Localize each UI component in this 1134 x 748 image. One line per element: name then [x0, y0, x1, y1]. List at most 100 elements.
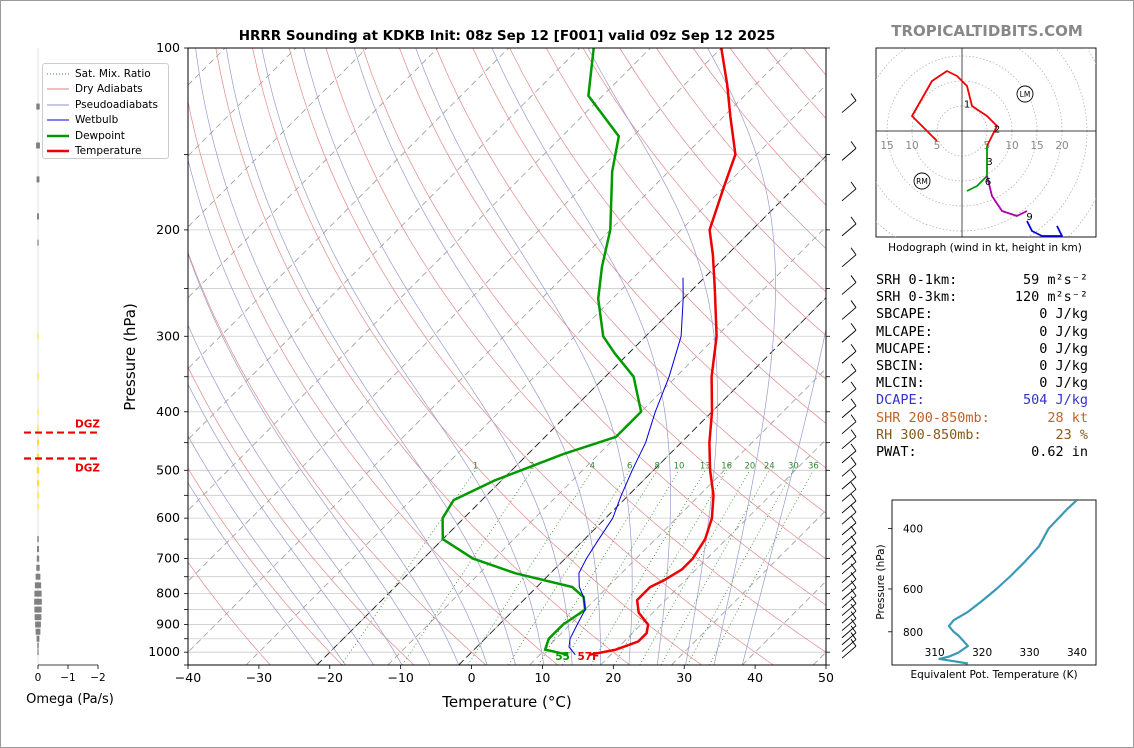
pseudoadiabat — [415, 48, 633, 665]
x-tick-label: −40 — [175, 670, 201, 685]
legend-label: Sat. Mix. Ratio — [75, 67, 151, 80]
omega-bar — [35, 621, 41, 628]
stat-row: MLCIN: 0 J/kg — [876, 375, 1088, 392]
wind-barb — [841, 476, 857, 490]
mixing-ratio-label: 16 — [721, 461, 732, 471]
wind-barb-flag — [850, 429, 857, 437]
wind-barb-flag — [850, 588, 857, 596]
pseudoadiabat — [188, 435, 346, 665]
stat-value: 59 m²s⁻² — [1022, 272, 1088, 288]
wind-barb-flag — [850, 414, 857, 422]
stat-label: SBCIN: — [876, 358, 925, 375]
wind-barb-flag — [850, 563, 857, 571]
legend-item-dry-adiabats: Dry Adiabats — [47, 82, 164, 98]
wind-barb-flag — [850, 632, 857, 640]
y-tick-label: 900 — [156, 617, 180, 632]
stat-row: DCAPE: 504 J/kg — [876, 392, 1088, 409]
wind-barb-flag — [850, 580, 857, 588]
y-tick-label: 100 — [156, 40, 180, 55]
wind-barb — [841, 450, 857, 464]
pseudoadiabat — [225, 48, 516, 665]
omega-bar — [36, 564, 40, 571]
skewt-legend: Sat. Mix. Ratio Dry Adiabats Pseudoadiab… — [42, 63, 169, 159]
legend-label: Dry Adiabats — [75, 83, 143, 96]
stat-value: 0 J/kg — [1039, 358, 1088, 375]
omega-bar — [37, 424, 39, 431]
theta-e-y-tick-label: 800 — [903, 627, 923, 639]
theta-e-panel: 310 320 330 340 400 600 800 — [888, 499, 1097, 666]
y-tick-label: 400 — [156, 404, 180, 419]
skewt-axes: −40 −30 −20 −10 0 10 20 30 40 50 100 200 300 400 500 60… — [148, 40, 834, 685]
stat-value: 0 J/kg — [1039, 323, 1088, 340]
mixing-ratio-label: 8 — [654, 461, 659, 471]
skewt-y-label: Pressure (hPa) — [121, 303, 139, 411]
mixing-ratio-label: 1 — [473, 461, 478, 471]
theta-e-y-label: Pressure (hPa) — [875, 544, 887, 619]
wind-barb — [841, 488, 857, 502]
wind-barb — [841, 254, 857, 268]
dry-adiabat — [509, 48, 826, 424]
wind-barb — [841, 436, 857, 450]
chart-title: HRRR Sounding at KDKB Init: 08z Sep 12 [… — [239, 28, 776, 44]
wind-barb-flag — [850, 515, 857, 524]
stat-label: SBCAPE: — [876, 306, 933, 323]
pseudoadiabat — [188, 158, 460, 665]
storm-motion-label: LM — [1020, 90, 1031, 99]
wind-barb — [841, 542, 857, 556]
wind-barb — [841, 561, 857, 575]
omega-bar — [36, 103, 40, 110]
y-tick-label: 600 — [156, 510, 180, 525]
wind-barb — [841, 421, 857, 435]
pseudoadiabat — [491, 48, 671, 665]
stat-value: 120 m²s⁻² — [1014, 289, 1088, 306]
wind-barb — [841, 511, 857, 525]
theta-e-x-tick-label: 320 — [972, 647, 992, 659]
mixing-ratio-label: 4 — [590, 461, 595, 471]
wind-barb-flag — [850, 596, 857, 604]
pseudoadiabat — [261, 48, 545, 665]
stat-row: SRH 0-3km: 120 m²s⁻² — [876, 289, 1088, 306]
skewt-profiles: 55 57F — [441, 48, 737, 663]
hodograph-ring-label: 10 — [905, 140, 918, 152]
hodograph-ring-label: 15 — [880, 140, 893, 152]
stat-row: MUCAPE: 0 J/kg — [876, 341, 1088, 358]
wind-barb — [841, 632, 857, 646]
omega-bar — [36, 453, 40, 460]
hodograph-ring-label: 20 — [1055, 140, 1068, 152]
dry-adiabat — [435, 48, 826, 514]
wind-barb — [841, 223, 857, 237]
mixing-ratio-label: 6 — [627, 461, 632, 471]
omega-bar — [36, 555, 40, 562]
freezing-isotherm — [458, 297, 826, 665]
x-tick-label: −30 — [246, 670, 272, 685]
isotherm-line — [188, 48, 793, 653]
hodograph-height-label: 2 — [994, 125, 1000, 136]
wind-barb — [841, 552, 857, 565]
legend-label: Dewpoint — [75, 129, 125, 142]
dry-adiabat — [545, 48, 826, 380]
legend-label: Temperature — [75, 145, 142, 158]
hodograph-trace — [986, 175, 1028, 217]
dry-adiabat — [399, 48, 826, 560]
omega-bar — [34, 606, 42, 613]
stat-label: MLCIN: — [876, 375, 925, 392]
x-tick-label: 0 — [468, 670, 476, 685]
hodograph-ring-label: 10 — [1005, 140, 1018, 152]
y-tick-label: 1000 — [148, 644, 180, 659]
omega-panel: 0 −1 −2 DGZ DGZ — [24, 48, 106, 684]
dry-adiabat — [188, 99, 559, 665]
wind-barb — [841, 405, 857, 419]
omega-bar — [36, 176, 40, 183]
wind-barb — [841, 188, 857, 202]
dry-adiabat — [472, 48, 826, 469]
stat-label: MLCAPE: — [876, 323, 933, 340]
omega-bar — [35, 628, 41, 635]
legend-item-mix-ratio: Sat. Mix. Ratio — [47, 66, 164, 82]
omega-x-tick-label: −2 — [90, 672, 105, 684]
wind-barb — [841, 329, 857, 343]
surface-dewpoint-label: 55 — [555, 651, 570, 663]
hodograph-height-label: 1 — [964, 100, 970, 111]
wind-barb-flag — [850, 504, 857, 513]
profile-dewpoint — [441, 48, 643, 657]
